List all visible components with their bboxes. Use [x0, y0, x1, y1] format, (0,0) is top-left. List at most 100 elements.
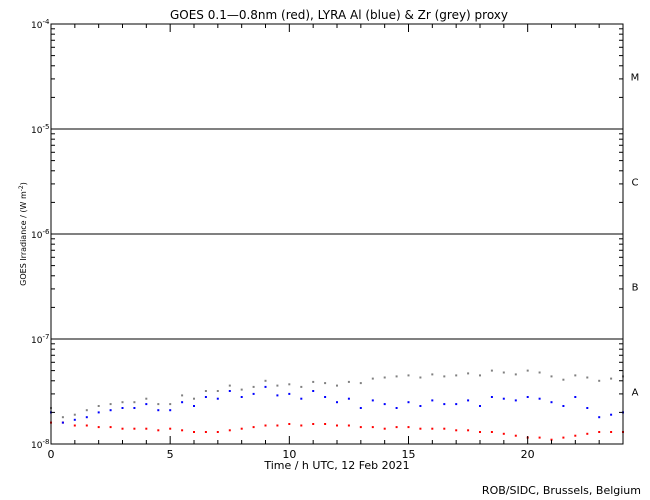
series-1-point	[85, 416, 88, 419]
series-1-point	[276, 394, 279, 397]
series-2-point	[538, 371, 541, 374]
series-2-point	[550, 375, 553, 378]
series-2-point	[455, 374, 458, 377]
series-2-point	[359, 382, 362, 385]
series-1	[50, 385, 624, 424]
flare-class-label-C: C	[632, 178, 639, 189]
series-2-point	[264, 379, 267, 382]
series-0-point	[586, 432, 589, 435]
x-tick-label: 20	[521, 448, 535, 461]
series-1-point	[455, 403, 458, 406]
series-1-point	[145, 403, 148, 406]
series-1-point	[204, 396, 207, 398]
series-0-point	[574, 434, 577, 437]
series-1-point	[407, 401, 410, 404]
series-2-point	[181, 394, 184, 397]
series-1-point	[133, 407, 136, 409]
series-2-point	[193, 397, 195, 400]
series-1-point	[395, 407, 398, 409]
series-1-point	[216, 397, 219, 400]
series-1-point	[61, 421, 64, 424]
series-2-point	[431, 373, 434, 376]
series-1-point	[562, 405, 565, 407]
series-2-point	[204, 390, 207, 392]
series-0-point	[169, 427, 172, 430]
y-axis-label: GOES Irradiance / (W m-2)	[18, 182, 28, 286]
series-0-point	[276, 424, 279, 427]
flare-class-label-A: A	[632, 388, 639, 399]
series-2-point	[157, 403, 160, 406]
series-1-point	[73, 418, 76, 421]
series-0-point	[85, 424, 88, 427]
series-0-point	[181, 429, 184, 432]
credit-text: ROB/SIDC, Brussels, Belgium	[482, 484, 641, 497]
series-2-point	[598, 379, 601, 382]
series-1-point	[467, 399, 470, 402]
series-2-point	[109, 403, 112, 406]
series-1-point	[121, 407, 124, 409]
series-2-point	[121, 401, 124, 404]
series-2-point	[97, 405, 100, 407]
series-1-point	[610, 413, 613, 416]
series-0-point	[347, 424, 350, 427]
x-tick-label: 5	[167, 448, 174, 461]
series-2-point	[419, 376, 422, 379]
series-0-point	[419, 427, 422, 430]
series-2-point	[514, 373, 517, 376]
series-1-point	[550, 401, 553, 404]
x-tick-label: 10	[282, 448, 296, 461]
x-tick-label: 15	[402, 448, 416, 461]
flare-class-label-M: M	[631, 73, 640, 84]
series-0	[50, 421, 624, 441]
series-2-point	[169, 403, 172, 406]
series-1-point	[240, 396, 243, 398]
series-0-point	[204, 431, 207, 433]
x-tick-label: 0	[48, 448, 55, 461]
series-1-point	[336, 401, 338, 404]
series-0-point	[240, 427, 243, 430]
y-axis: 10-4 10-5 10-6 10-7 10-8	[31, 18, 623, 451]
series-0-point	[395, 426, 398, 429]
series-0-point	[121, 427, 124, 430]
series-1-point	[312, 390, 315, 392]
series-1-point	[193, 405, 195, 407]
series-0-point	[562, 436, 565, 439]
series-2-point	[502, 371, 505, 374]
series-2-point	[383, 376, 386, 379]
series-0-point	[383, 427, 386, 430]
series-2-point	[395, 375, 398, 378]
y-tick-label: 10-4	[31, 18, 50, 31]
series-2-point	[300, 385, 303, 388]
series-2-point	[562, 378, 565, 381]
series-2-point	[240, 388, 243, 391]
series-0-point	[371, 426, 374, 429]
series-0-point	[264, 424, 267, 427]
series-1-point	[324, 396, 327, 398]
series-1-point	[157, 409, 160, 412]
series-0-point	[73, 424, 76, 427]
y-tick-label: 10-6	[31, 228, 50, 241]
x-axis-label: Time / h UTC, 12 Feb 2021	[263, 459, 409, 472]
series-1-point	[359, 407, 362, 409]
series-0-point	[157, 429, 160, 432]
chart-title: GOES 0.1—0.8nm (red), LYRA Al (blue) & Z…	[170, 8, 508, 22]
series-0-point	[479, 431, 481, 433]
series-1-point	[97, 411, 100, 414]
series-2-point	[216, 390, 219, 392]
series-0-point	[109, 426, 112, 429]
series-1-point	[288, 392, 291, 395]
flare-class-label-B: B	[632, 283, 639, 294]
flare-class-labels: M C B A	[631, 73, 640, 399]
series-1-point	[169, 409, 172, 412]
series-2-point	[371, 377, 374, 380]
series-0-point	[431, 427, 434, 430]
series-0-point	[359, 426, 362, 429]
series-1-point	[502, 397, 505, 400]
series-2-point	[85, 409, 88, 412]
series-0-point	[443, 427, 446, 430]
series-2-point	[586, 376, 589, 379]
y-axis-label-unit-exponent: -2	[18, 185, 25, 191]
series-2-point	[73, 413, 76, 416]
series-1-point	[574, 396, 577, 398]
